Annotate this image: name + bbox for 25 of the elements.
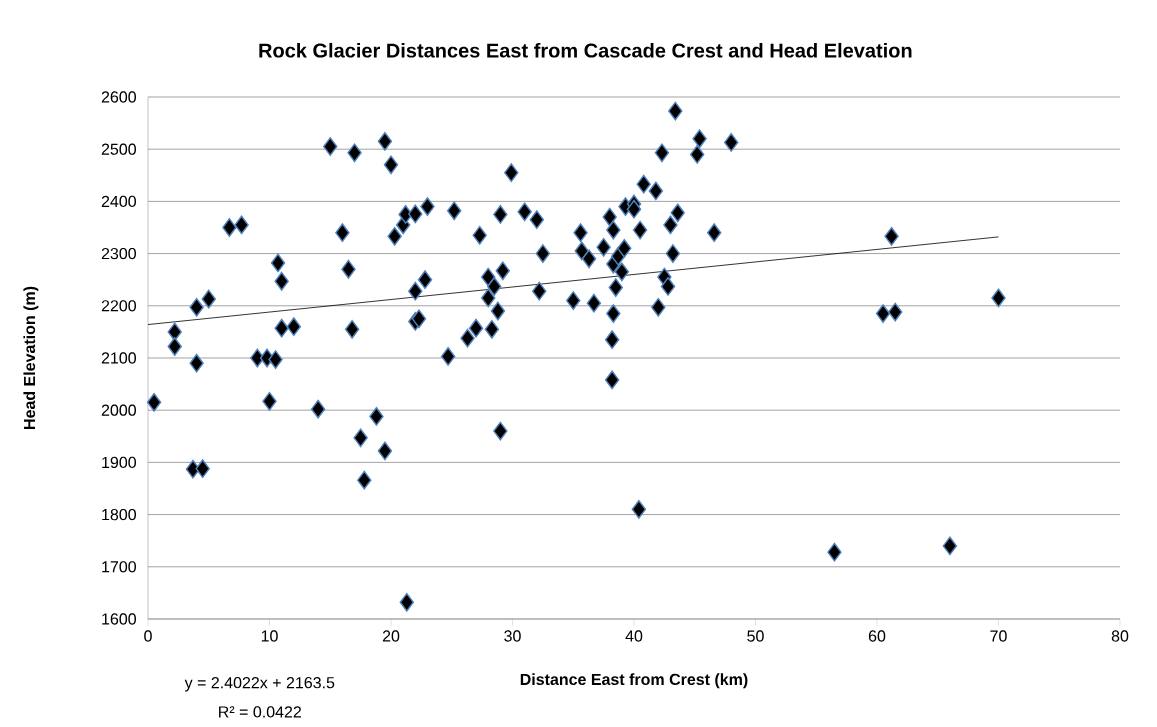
x-tick-label: 60 [868,630,886,642]
x-tick-label: 80 [1111,630,1129,642]
y-tick-label: 1800 [102,508,136,521]
text: y = 2.4022x + 2163.5 [184,676,335,692]
text: R² = 0.0422 [219,706,301,718]
y-tick-label: 2200 [101,300,136,312]
x-tick-label: 50 [747,630,764,642]
chart-title: Rock Glacier Distances East from Cascade Crest and Head Elevation [259,42,912,58]
y-axis-title: Head Elevation (m) [23,286,39,429]
x-tick-label: 10 [261,630,278,642]
y-tick-label: 2100 [101,352,136,364]
y-tick-label: 1600 [102,613,136,625]
y-tick-label: 2400 [101,195,136,208]
y-tick-label: 2000 [101,404,136,416]
x-tick-label: 20 [382,630,400,642]
x-tick-label: 70 [990,630,1007,642]
x-tick-label: 0 [144,630,152,642]
x-axis-title: Distance East from Crest (km) [520,673,748,689]
x-tick-label: 30 [504,630,521,642]
y-tick-label: 1700 [102,561,136,573]
x-tick-label: 40 [625,630,643,642]
y-tick-label: 2300 [101,247,136,260]
y-tick-label: 1900 [102,456,136,469]
y-tick-label: 2600 [101,91,136,103]
y-tick-label: 2500 [101,143,136,155]
